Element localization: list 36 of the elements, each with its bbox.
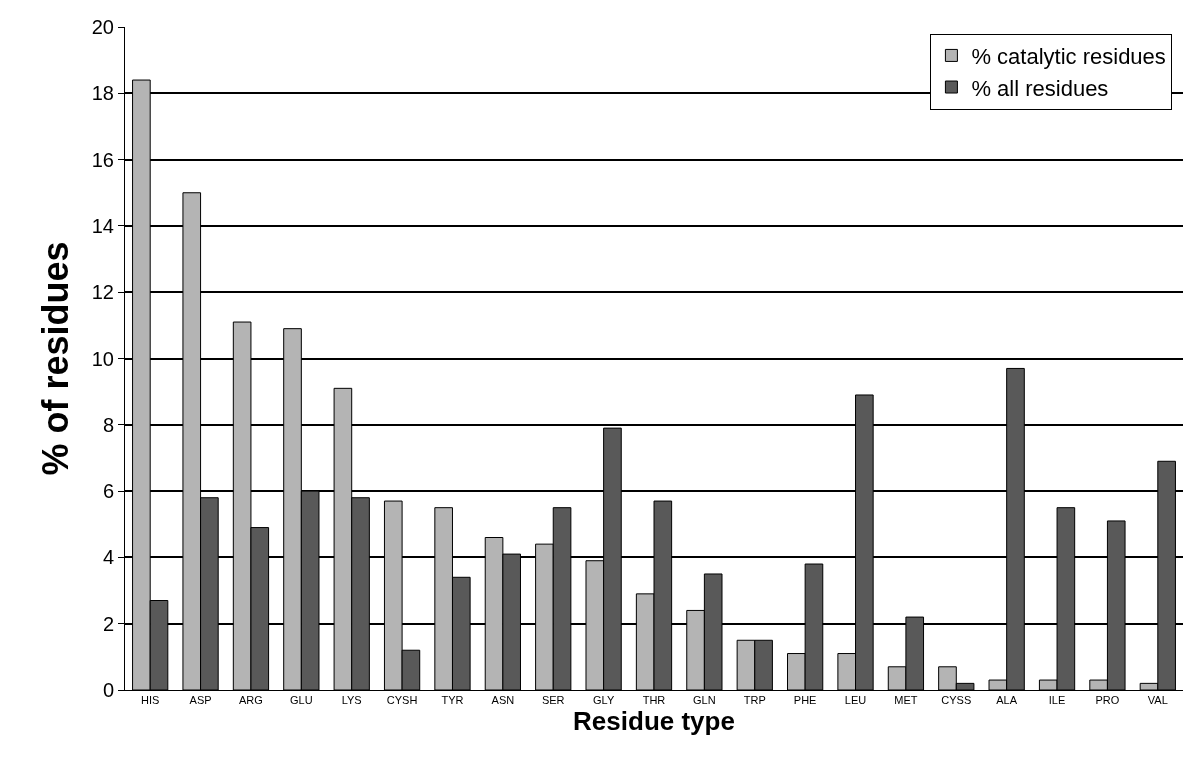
x-tick-label: VAL bbox=[1147, 694, 1168, 707]
x-axis-title: Residue type bbox=[573, 706, 735, 737]
y-tick-label: 16 bbox=[91, 148, 114, 171]
y-tick-label: 20 bbox=[91, 16, 114, 38]
x-tick-label: GLY bbox=[593, 694, 615, 707]
x-tick-label: LEU bbox=[844, 694, 867, 707]
y-tick-label: 10 bbox=[91, 347, 114, 370]
y-tick-label: 12 bbox=[91, 281, 114, 304]
legend-label: % all residues bbox=[971, 75, 1109, 101]
y-tick-label: 8 bbox=[102, 413, 114, 436]
x-tick-label: ASN bbox=[491, 694, 515, 707]
x-tick-label: GLU bbox=[290, 694, 313, 707]
x-tick-label: ASP bbox=[189, 694, 212, 707]
x-tick-label: CYSH bbox=[386, 694, 418, 707]
x-tick-label: SER bbox=[541, 694, 565, 707]
y-tick-label: 0 bbox=[102, 679, 114, 701]
x-tick-label: LYS bbox=[341, 694, 362, 707]
x-tick-label: PRO bbox=[1095, 694, 1120, 707]
x-tick-label: ILE bbox=[1048, 694, 1066, 707]
x-tick-label: HIS bbox=[141, 694, 160, 707]
y-axis-title: % of residues bbox=[34, 241, 76, 476]
y-tick-label: 4 bbox=[102, 546, 114, 569]
x-tick-label: THR bbox=[642, 694, 666, 707]
x-tick-label: ARG bbox=[239, 694, 263, 707]
x-tick-label: ALA bbox=[996, 694, 1018, 707]
y-tick-label: 6 bbox=[102, 480, 114, 503]
x-tick-label: PHE bbox=[793, 694, 817, 707]
x-tick-label: TYR bbox=[441, 694, 464, 707]
x-tick-label: CYSS bbox=[941, 694, 972, 707]
x-tick-label: TRP bbox=[743, 694, 766, 707]
legend-label: % catalytic residues bbox=[971, 44, 1166, 70]
y-tick-label: 14 bbox=[91, 214, 114, 237]
x-tick-label: GLN bbox=[693, 694, 716, 707]
y-tick-label: 2 bbox=[102, 612, 114, 635]
x-tick-label: MET bbox=[894, 694, 918, 707]
y-tick-label: 18 bbox=[91, 82, 114, 105]
